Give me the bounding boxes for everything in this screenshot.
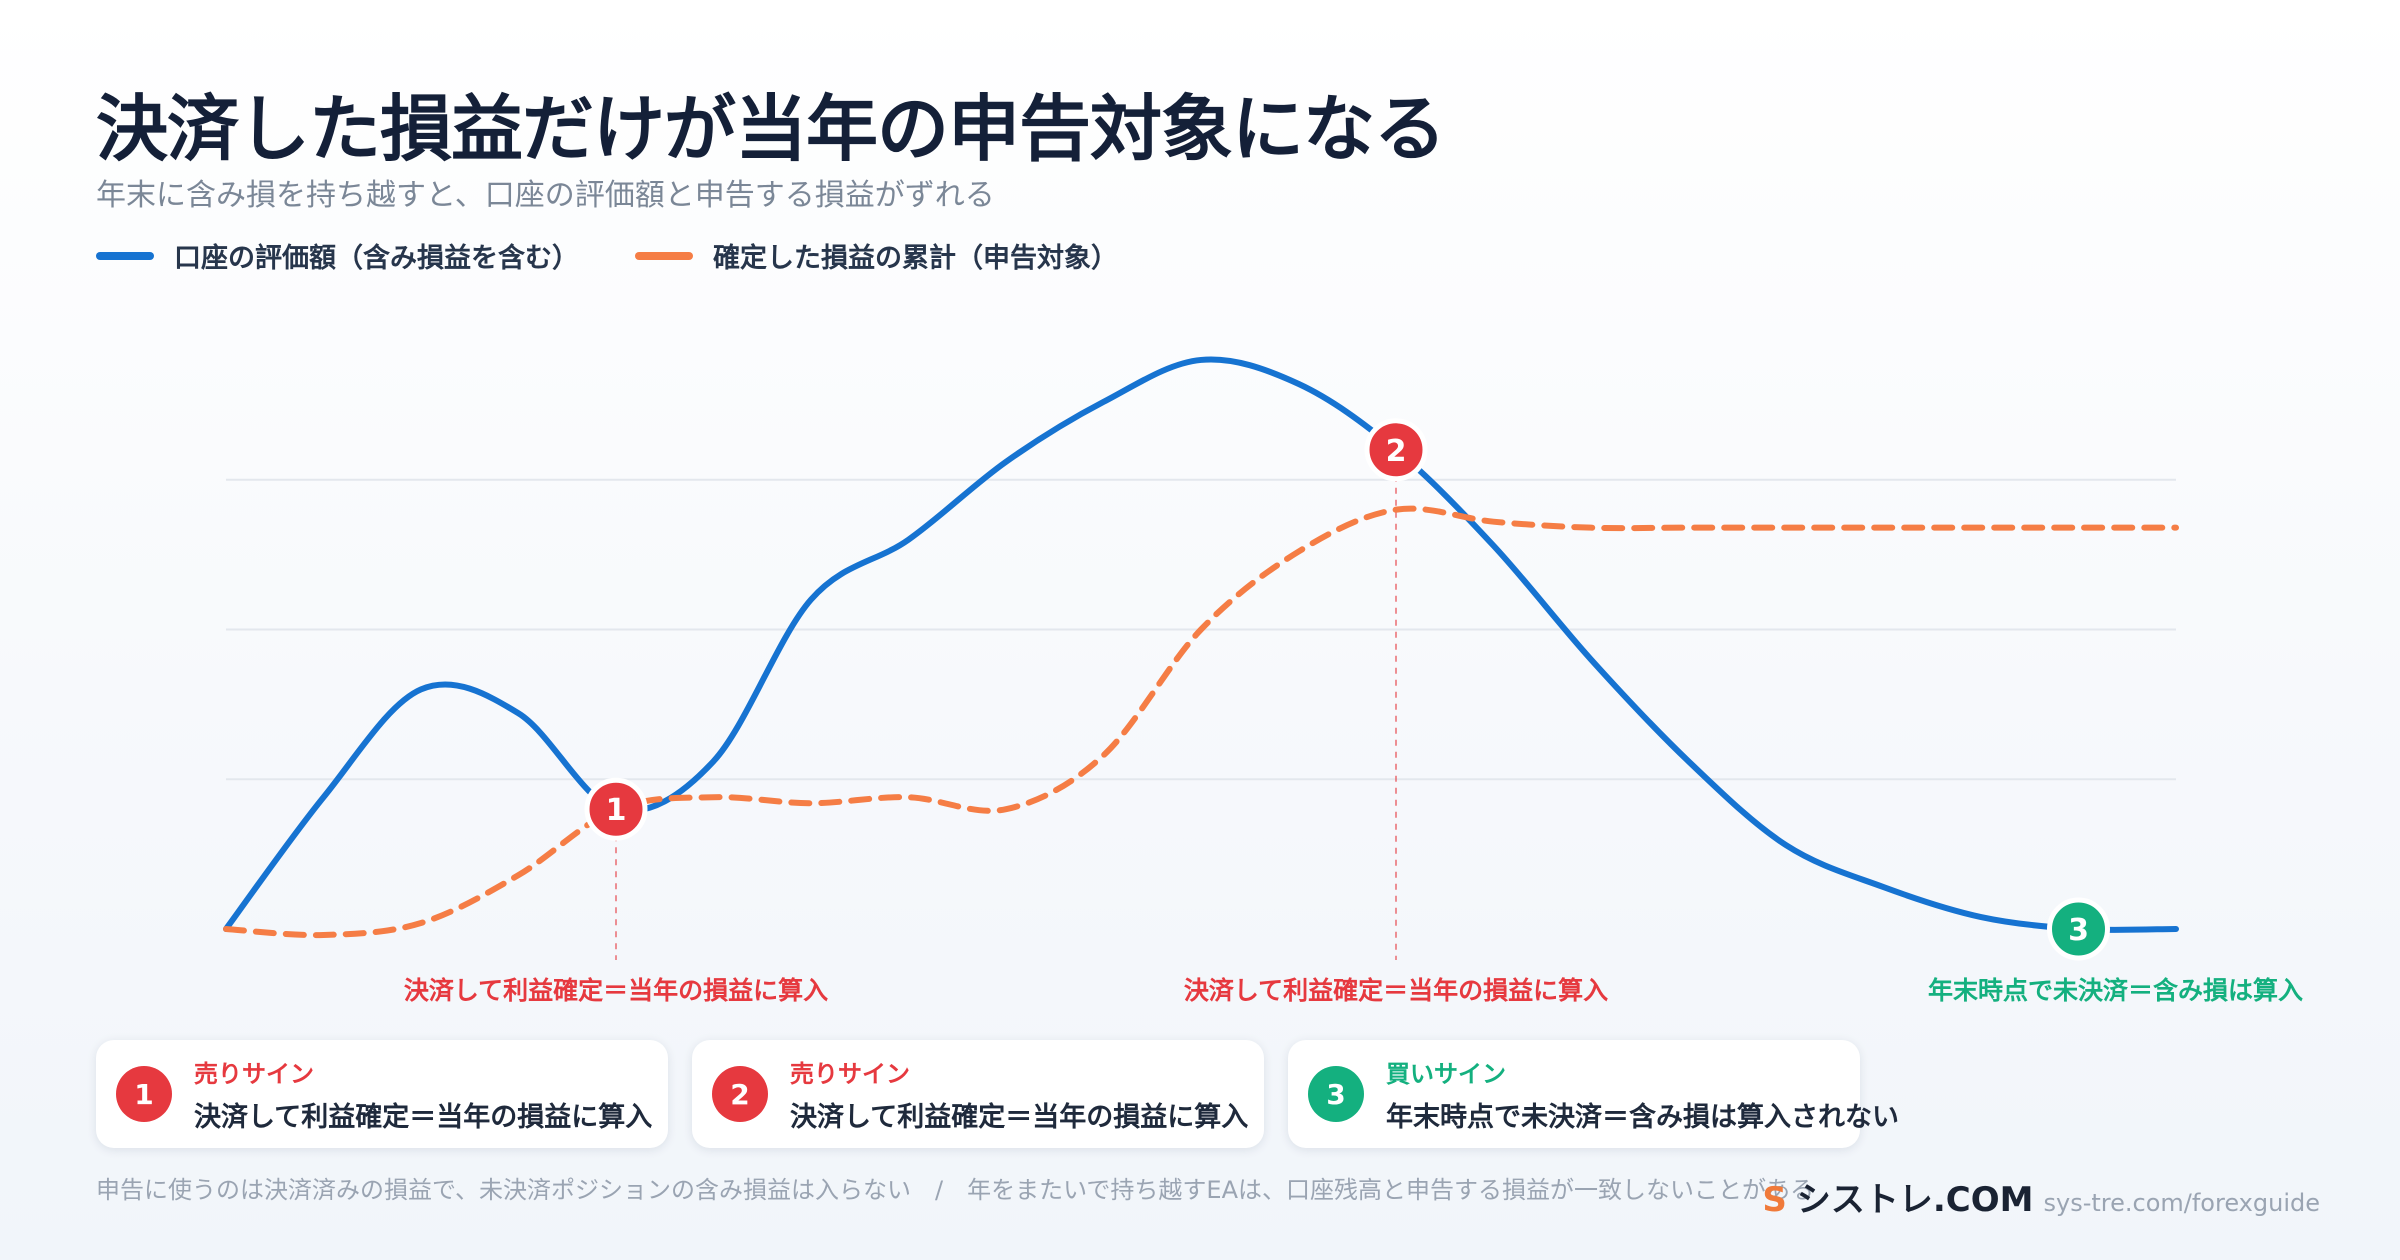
card-desc-1: 決済して利益確定＝当年の損益に算入 bbox=[194, 1102, 653, 1133]
annotation-number-2: 2 bbox=[1386, 434, 1407, 469]
signal-cards: 1 売りサイン 決済して利益確定＝当年の損益に算入 2 売りサイン 決済して利益… bbox=[96, 1040, 1899, 1148]
annotation-number-3: 3 bbox=[2068, 913, 2089, 948]
card-type-1: 売りサイン bbox=[194, 1060, 314, 1088]
annotation-marker-3 bbox=[2047, 897, 2110, 961]
card-badge-3: 3 bbox=[1308, 1066, 1364, 1122]
annotation-marker-2 bbox=[1364, 418, 1428, 482]
signal-card-3: 3 買いサイン 年末時点で未決済＝含み損は算入されない bbox=[1288, 1040, 1899, 1148]
card-text-2: 売りサイン 決済して利益確定＝当年の損益に算入 bbox=[790, 1054, 1248, 1134]
card-text-1: 売りサイン 決済して利益確定＝当年の損益に算入 bbox=[194, 1054, 652, 1134]
footnote: 申告に使うのは決済済みの損益で、未決済ポジションの含み損益は入らない / 年をま… bbox=[96, 1176, 1814, 1204]
annotation-label-3: 年末時点で未決済＝含み損は算入 bbox=[1928, 976, 2303, 1005]
legend-swatch-account bbox=[96, 251, 154, 260]
card-text-3: 買いサイン 年末時点で未決済＝含み損は算入されない bbox=[1386, 1054, 1899, 1134]
page-title: 決済した損益だけが当年の申告対象になる bbox=[96, 87, 1446, 171]
series-line-account bbox=[223, 356, 2179, 933]
brand-logo-icon: S bbox=[1762, 1180, 1787, 1220]
legend-swatch-realized bbox=[635, 251, 693, 260]
brand: S シストレ.COM sys-tre.com/forexguide bbox=[1762, 1172, 2320, 1221]
signal-card-2: 2 売りサイン 決済して利益確定＝当年の損益に算入 bbox=[692, 1040, 1264, 1148]
legend-label-realized: 確定した損益の累計（申告対象） bbox=[713, 243, 1118, 274]
legend-item-realized: 確定した損益の累計（申告対象） bbox=[635, 236, 1118, 275]
card-badge-1: 1 bbox=[116, 1066, 172, 1122]
brand-name: シストレ.COM bbox=[1796, 1180, 2034, 1220]
legend-item-account: 口座の評価額（含み損益を含む） bbox=[96, 236, 579, 275]
line-chart: 1 決済して利益確定＝当年の損益に算入 2 決済して利益確定＝当年の損益に算入 3 年末時… bbox=[223, 356, 2303, 1005]
annotation-marker-1 bbox=[584, 777, 648, 841]
card-type-3: 買いサイン bbox=[1386, 1060, 1506, 1088]
annotation-label-1: 決済して利益確定＝当年の損益に算入 bbox=[404, 976, 828, 1005]
card-badge-2: 2 bbox=[712, 1066, 768, 1122]
page-subtitle: 年末に含み損を持ち越すと、口座の評価額と申告する損益がずれる bbox=[96, 178, 995, 213]
annotation-label-2: 決済して利益確定＝当年の損益に算入 bbox=[1184, 976, 1608, 1005]
series-line-realized bbox=[223, 505, 2179, 939]
card-desc-2: 決済して利益確定＝当年の損益に算入 bbox=[790, 1102, 1249, 1133]
chart-legend: 口座の評価額（含み損益を含む） 確定した損益の累計（申告対象） bbox=[96, 236, 1118, 275]
legend-label-account: 口座の評価額（含み損益を含む） bbox=[174, 243, 579, 274]
card-type-2: 売りサイン bbox=[790, 1060, 910, 1088]
annotation-number-1: 1 bbox=[606, 793, 627, 828]
card-desc-3: 年末時点で未決済＝含み損は算入されない bbox=[1386, 1102, 1899, 1133]
signal-card-1: 1 売りサイン 決済して利益確定＝当年の損益に算入 bbox=[96, 1040, 668, 1148]
brand-url[interactable]: sys-tre.com/forexguide bbox=[2043, 1189, 2321, 1217]
